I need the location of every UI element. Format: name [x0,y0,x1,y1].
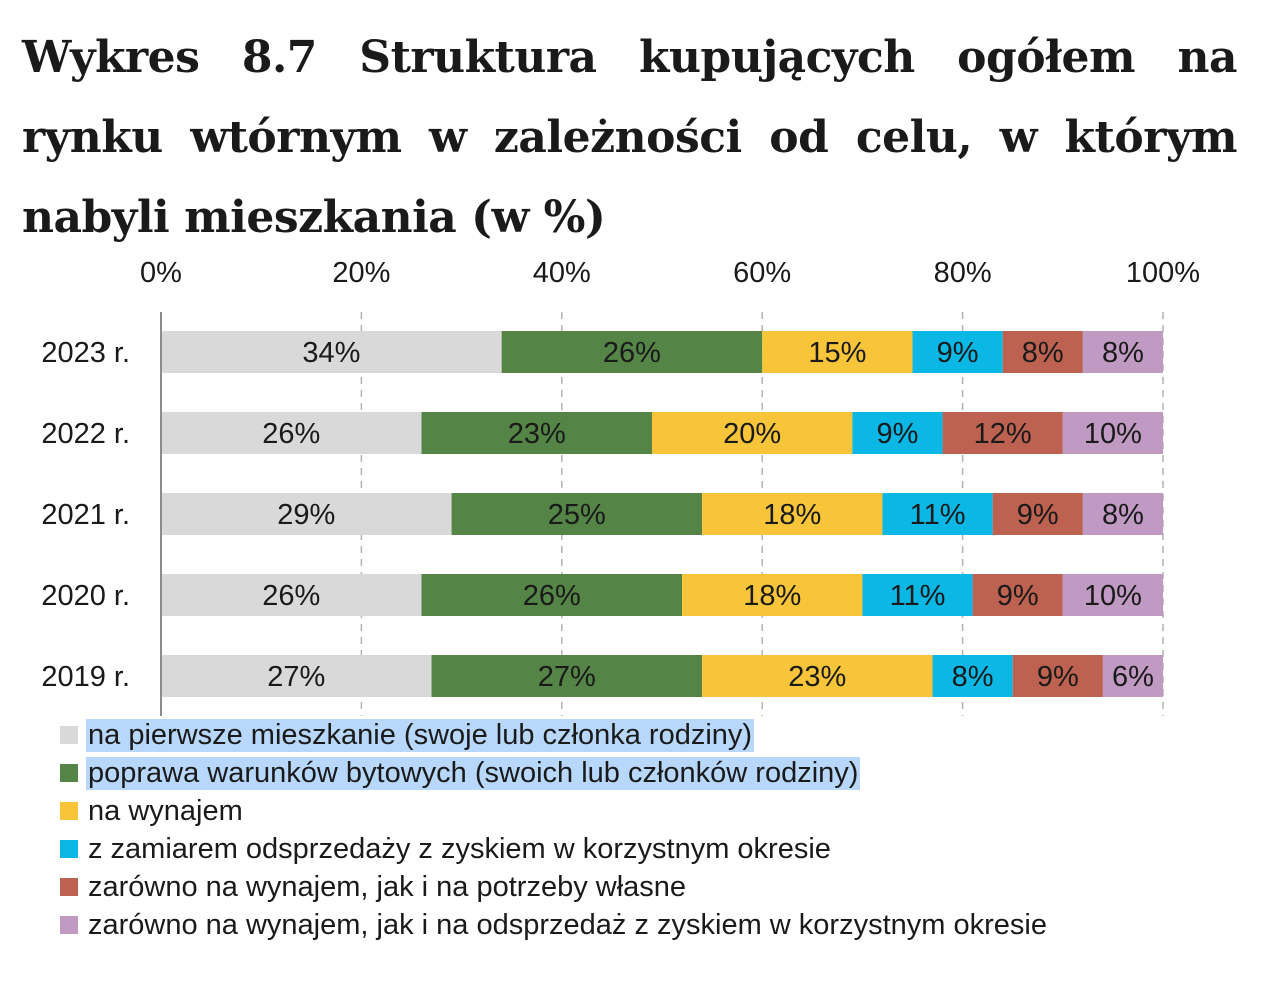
data-labels: 34% 26% 15% 9% 8% 8% 26% 23% 20% 9% 12% 10% 29% 25% 18… [262,337,1154,693]
x-tick-label: 40% [533,257,591,289]
legend-swatch [60,916,78,934]
data-label: 26% [262,418,320,450]
axes: 0% 20% 40% 60% 80% 100% 2023 r. 2022 r. 2021 r. 2… [41,257,1200,716]
bar-segment [852,412,943,454]
data-label: 10% [1084,418,1142,450]
bar-segment [451,493,703,535]
bar-segment [702,493,883,535]
bar-segment [421,412,652,454]
data-label: 9% [1037,661,1079,693]
data-label: 11% [890,580,946,612]
bars [161,331,1163,697]
legend-item: z zamiarem odsprzedaży z zyskiem w korzy… [60,830,1049,868]
x-tick-label: 20% [332,257,390,289]
data-label: 26% [523,580,581,612]
legend-item: na pierwsze mieszkanie (swoje lub członk… [60,716,1049,754]
legend-swatch [60,840,78,858]
bar-segment [912,331,1003,373]
bar-segment [161,655,432,697]
legend-swatch [60,764,78,782]
data-label: 15% [808,337,866,369]
legend-item: zarówno na wynajem, jak i na potrzeby wł… [60,868,1049,906]
bar-segment [862,574,973,616]
legend-label: na pierwsze mieszkanie (swoje lub członk… [86,718,755,752]
legend: na pierwsze mieszkanie (swoje lub członk… [60,716,1049,944]
data-label: 8% [1102,337,1144,369]
data-label: 9% [997,580,1039,612]
bar-segment [1082,331,1163,373]
bar-segment [682,574,863,616]
bar-segment [932,655,1013,697]
legend-swatch [60,726,78,744]
legend-label: zarówno na wynajem, jak i na potrzeby wł… [88,870,687,903]
data-label: 29% [277,499,335,531]
legend-label: na wynajem [88,794,243,827]
bar-segment [501,331,763,373]
data-label: 9% [937,337,979,369]
legend-item: poprawa warunków bytowych (swoich lub cz… [60,754,1049,792]
y-category-label: 2023 r. [41,337,130,369]
bar-segment [972,574,1063,616]
bar-segment [942,412,1063,454]
data-label: 20% [723,418,781,450]
bar-segment [421,574,683,616]
bar-segment [702,655,933,697]
x-tick-label: 100% [1126,257,1200,289]
bar-segment [992,493,1083,535]
y-category-label: 2022 r. [41,418,130,450]
data-label: 18% [743,580,801,612]
x-tick-label: 0% [140,257,182,289]
data-label: 11% [910,499,966,531]
legend-swatch [60,802,78,820]
y-category-label: 2020 r. [41,580,130,612]
legend-label: z zamiarem odsprzedaży z zyskiem w korzy… [88,832,831,865]
y-category-label: 2019 r. [41,661,130,693]
chart-title: Wykres 8.7 Struktura kupujących ogółem n… [22,32,1238,243]
legend-label: poprawa warunków bytowych (swoich lub cz… [86,756,861,790]
bar-segment [1062,412,1163,454]
data-label: 18% [763,499,821,531]
data-label: 26% [262,580,320,612]
y-category-label: 2021 r. [41,499,130,531]
bar-segment [882,493,993,535]
bar-segment [1082,493,1163,535]
data-label: 9% [1017,499,1059,531]
bar-segment [651,412,853,454]
bar-segment [1012,655,1103,697]
bar-segment [161,493,452,535]
bar-segment [161,412,422,454]
data-label: 8% [1102,499,1144,531]
data-label: 27% [267,661,325,693]
data-label: 23% [508,418,566,450]
bar-segment [762,331,913,373]
bar-segment [1002,331,1083,373]
legend-item: zarówno na wynajem, jak i na odsprzedaż … [60,906,1049,944]
bar-segment [161,574,422,616]
bar-segment [1102,655,1163,697]
x-tick-label: 80% [934,257,992,289]
data-label: 9% [877,418,919,450]
data-label: 8% [1022,337,1064,369]
data-label: 23% [788,661,846,693]
bar-segment [161,331,502,373]
legend-swatch [60,878,78,896]
bar-segment [431,655,703,697]
data-label: 27% [538,661,596,693]
legend-label: zarówno na wynajem, jak i na odsprzedaż … [88,908,1047,941]
data-label: 25% [548,499,606,531]
data-label: 8% [952,661,994,693]
bar-segment [1062,574,1163,616]
data-label: 10% [1084,580,1142,612]
legend-item: na wynajem [60,792,1049,830]
stacked-bar-chart: 34% 26% 15% 9% 8% 8% 26% 23% 20% 9% 12% 10% 29% 25% 18… [41,257,1200,716]
data-label: 6% [1112,661,1154,693]
x-tick-label: 60% [733,257,791,289]
data-label: 12% [974,418,1032,450]
data-label: 26% [603,337,661,369]
data-label: 34% [302,337,360,369]
